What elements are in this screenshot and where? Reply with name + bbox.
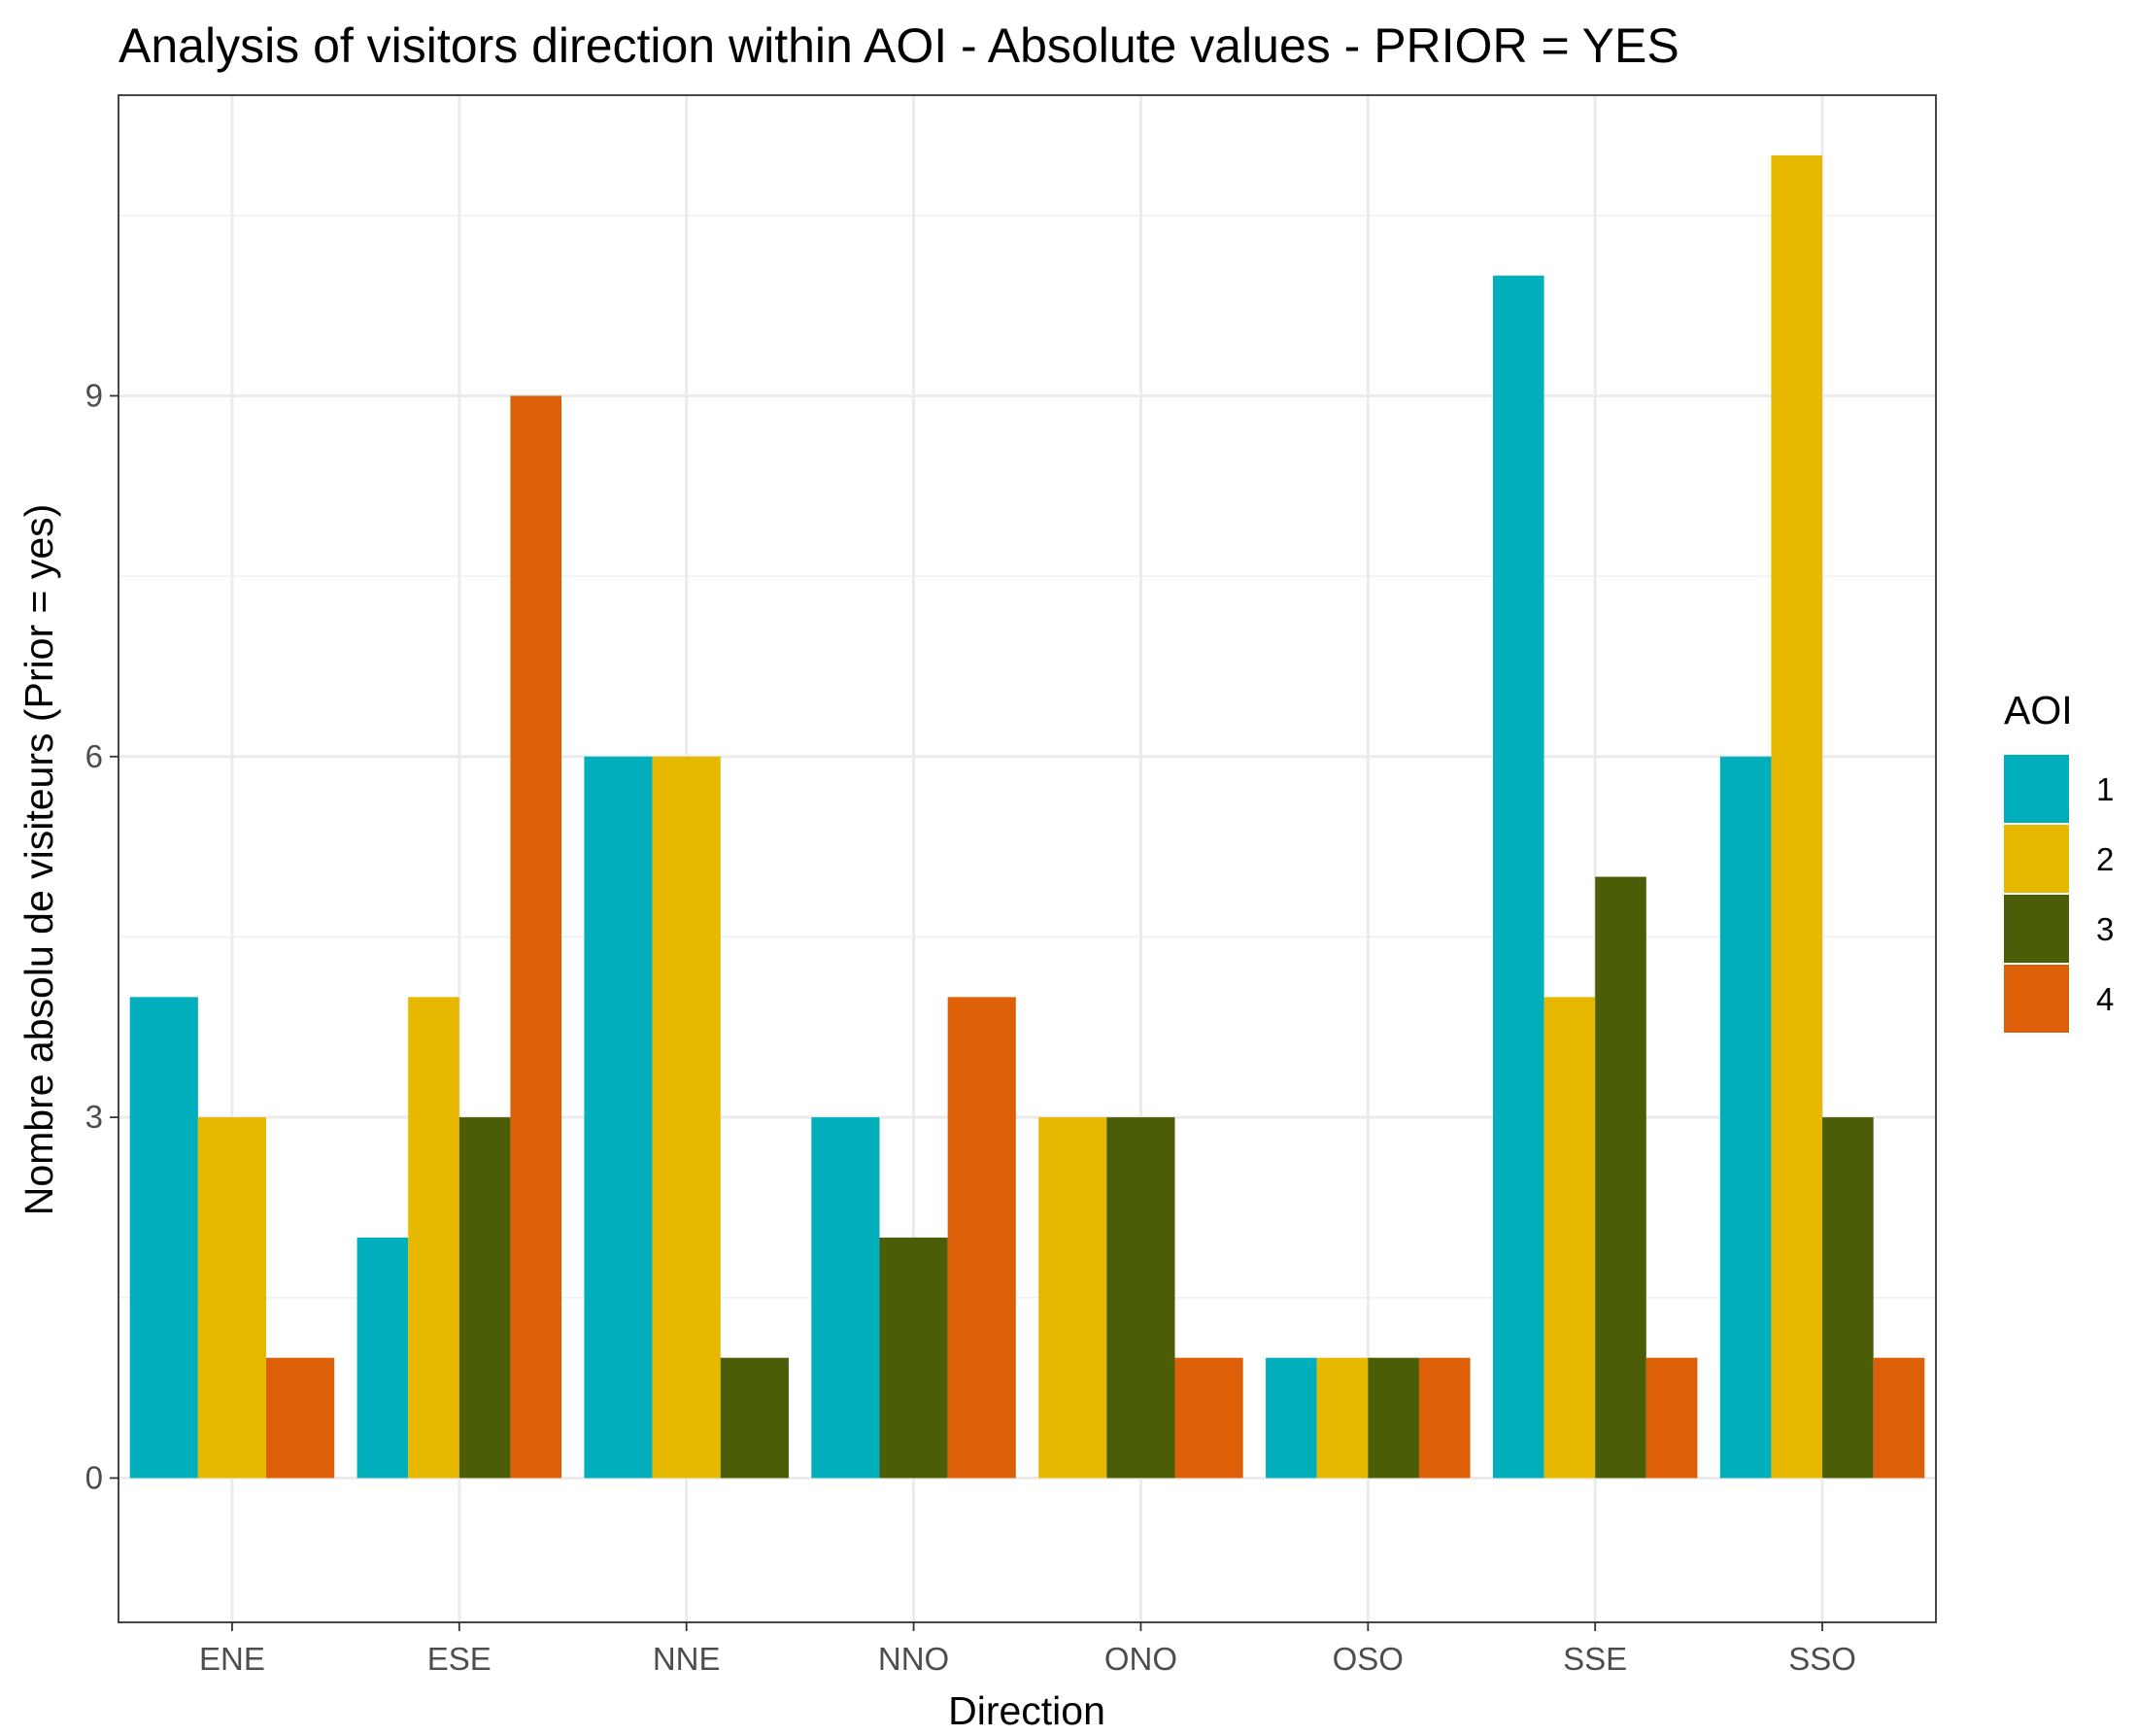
legend-label-2: 2 [2096,841,2114,877]
bar-SSE-aoi-1: SSE / 1: 10 [1492,275,1544,1479]
plot-border [118,94,1937,1623]
legend-key-2 [2004,825,2069,893]
bar-NNO-aoi-1: NNO / 1: 3 [811,1117,880,1479]
bar-SSE-aoi-4: SSE / 4: 1 [1645,1357,1698,1479]
legend-label-1: 1 [2096,771,2114,807]
legend-label-3: 3 [2096,911,2114,947]
x-tick-label-ENE: ENE [199,1641,265,1677]
x-axis: ENE ESE NNE NNO ONO OSO SSE SSO [199,1622,1856,1677]
bar-ESE-aoi-3: ESE / 3: 3 [458,1117,511,1479]
legend: AOI 1 2 3 4 [2004,688,2114,1033]
bar-OSO-aoi-2: OSO / 2: 1 [1316,1357,1369,1479]
bar-ESE-aoi-2: ESE / 2: 4 [408,997,459,1479]
bar-ENE-aoi-2: ENE / 2: 3 [197,1117,267,1479]
legend-key-4 [2004,965,2069,1033]
bar-OSO-aoi-1: OSO / 1: 1 [1266,1357,1317,1479]
bar-ONO-aoi-3: ONO / 3: 3 [1106,1117,1175,1479]
bar-ONO-aoi-2: ONO / 2: 3 [1038,1117,1107,1479]
bars: ENE / 1: 4ENE / 2: 3ENE / 4: 1 ESE / 1: 2… [129,154,1925,1479]
bar-NNO-aoi-4: NNO / 4: 4 [947,997,1016,1479]
legend-key-3 [2004,895,2069,963]
bar-ESE-aoi-1: ESE / 1: 2 [356,1237,409,1479]
x-tick-label-NNO: NNO [878,1641,949,1677]
x-tick-label-OSO: OSO [1333,1641,1404,1677]
bar-NNE-aoi-2: NNE / 2: 6 [652,756,721,1479]
bar-ENE-aoi-1: ENE / 1: 4 [129,997,198,1479]
x-axis-title: Direction [948,1688,1105,1733]
bar-ENE-aoi-4: ENE / 4: 1 [266,1357,335,1479]
bar-ONO-aoi-4: ONO / 4: 1 [1174,1357,1243,1479]
x-tick-label-NNE: NNE [653,1641,721,1677]
bar-ESE-aoi-4: ESE / 4: 9 [510,395,562,1479]
bar-NNE-aoi-1: NNE / 1: 6 [584,756,653,1479]
x-tick-label-SSO: SSO [1788,1641,1856,1677]
bar-OSO-aoi-4: OSO / 4: 1 [1418,1357,1471,1479]
x-tick-label-ESE: ESE [427,1641,492,1677]
bar-NNO-aoi-3: NNO / 3: 2 [879,1237,948,1479]
legend-label-4: 4 [2096,981,2114,1017]
legend-key-1 [2004,755,2069,823]
y-tick-label: 0 [85,1459,103,1495]
bar-SSE-aoi-2: SSE / 2: 4 [1543,997,1596,1479]
bar-SSO-aoi-2: SSO / 2: 11 [1771,154,1823,1479]
x-tick-label-ONO: ONO [1104,1641,1177,1677]
chart-title: Analysis of visitors direction within AO… [119,18,1679,73]
legend-title: AOI [2004,688,2073,732]
y-axis-title: Nombre absolu de visiteurs (Prior = yes) [17,504,61,1216]
bar-SSO-aoi-3: SSO / 3: 3 [1822,1117,1874,1479]
bar-SSE-aoi-3: SSE / 3: 5 [1595,876,1646,1479]
y-axis: 0 3 6 9 [85,377,119,1495]
x-tick-label-SSE: SSE [1563,1641,1627,1677]
bar-OSO-aoi-3: OSO / 3: 1 [1368,1357,1419,1479]
y-tick-label: 9 [85,377,103,413]
y-tick-label: 6 [85,738,103,774]
bar-NNE-aoi-3: NNE / 3: 1 [720,1357,789,1479]
bar-SSO-aoi-1: SSO / 1: 6 [1719,756,1772,1479]
bar-SSO-aoi-4: SSO / 4: 1 [1873,1357,1925,1479]
y-tick-label: 3 [85,1099,103,1135]
